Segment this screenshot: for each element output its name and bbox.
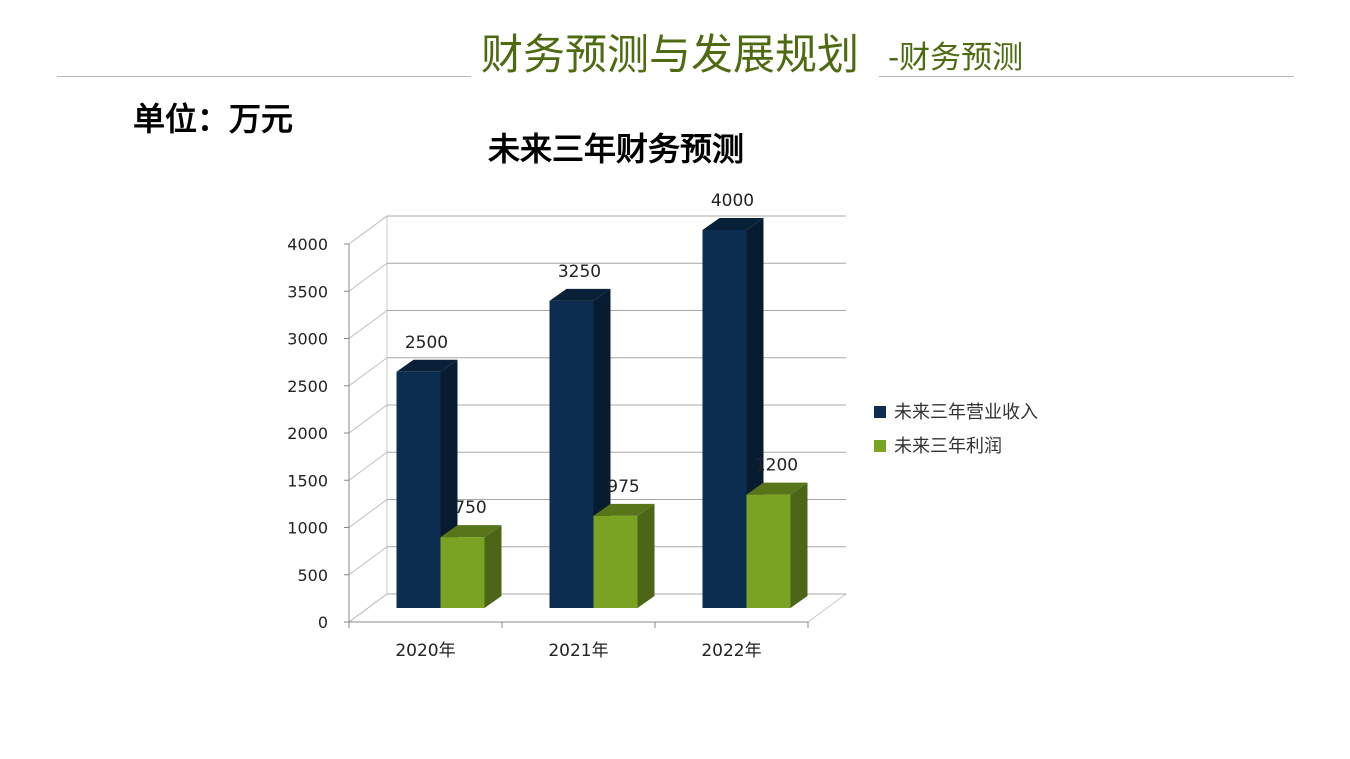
bar [440, 525, 502, 608]
y-tick-label: 1500 [287, 471, 328, 490]
bar-top [396, 359, 458, 372]
chart-title: 未来三年财务预测 [488, 130, 745, 168]
y-tick-label: 0 [318, 613, 328, 632]
data-label: 975 [607, 477, 639, 497]
gridline-side [348, 593, 388, 623]
gridline-side [348, 215, 388, 245]
header-rule-left [57, 76, 471, 77]
y-tick-label: 4000 [287, 235, 328, 254]
data-label: 750 [454, 498, 486, 518]
bar-front [746, 494, 791, 608]
y-tick-label: 500 [297, 566, 328, 585]
y-tick-label: 2000 [287, 424, 328, 443]
bar-top [549, 288, 611, 301]
legend-swatch [874, 406, 886, 418]
x-tick-label: 2020年 [395, 641, 455, 661]
legend-swatch [874, 440, 886, 452]
legend-label: 未来三年营业收入 [894, 402, 1038, 423]
data-label: 4000 [711, 191, 754, 211]
y-tick-label: 1000 [287, 519, 328, 538]
gridline-side [348, 404, 388, 434]
bar-side [790, 482, 808, 608]
bar-side [484, 525, 502, 608]
bar-front [549, 300, 594, 608]
x-tick-label: 2021年 [548, 641, 608, 661]
bar-front [702, 230, 747, 608]
y-tick-label: 3000 [287, 330, 328, 349]
data-label: 2500 [405, 333, 448, 353]
unit-label: 单位：万元 [133, 100, 294, 138]
bar-top [702, 218, 764, 230]
data-label: 1200 [755, 456, 798, 476]
header-rule-right [879, 76, 1294, 77]
data-label: 3250 [558, 262, 601, 282]
bar-top [746, 482, 808, 495]
bar-top [593, 503, 655, 516]
bar [746, 482, 808, 608]
bar-front [396, 371, 441, 608]
gridline-side [348, 499, 388, 528]
gridline-side [348, 310, 388, 339]
bar-front [593, 515, 638, 608]
bar [593, 503, 655, 608]
gridline-side [348, 262, 388, 292]
gridline-side [348, 546, 388, 576]
bar-side [637, 503, 655, 608]
legend-label: 未来三年利润 [894, 436, 1002, 457]
x-tick-label: 2022年 [701, 641, 761, 661]
page-subtitle: -财务预测 [888, 40, 1024, 76]
y-tick-label: 3500 [287, 282, 328, 301]
bar-front [440, 537, 485, 608]
page-title: 财务预测与发展规划 [481, 30, 860, 79]
gridline-side [348, 451, 388, 481]
gridline-side [348, 357, 388, 387]
bar-top [440, 525, 502, 538]
y-tick-label: 2500 [287, 377, 328, 396]
